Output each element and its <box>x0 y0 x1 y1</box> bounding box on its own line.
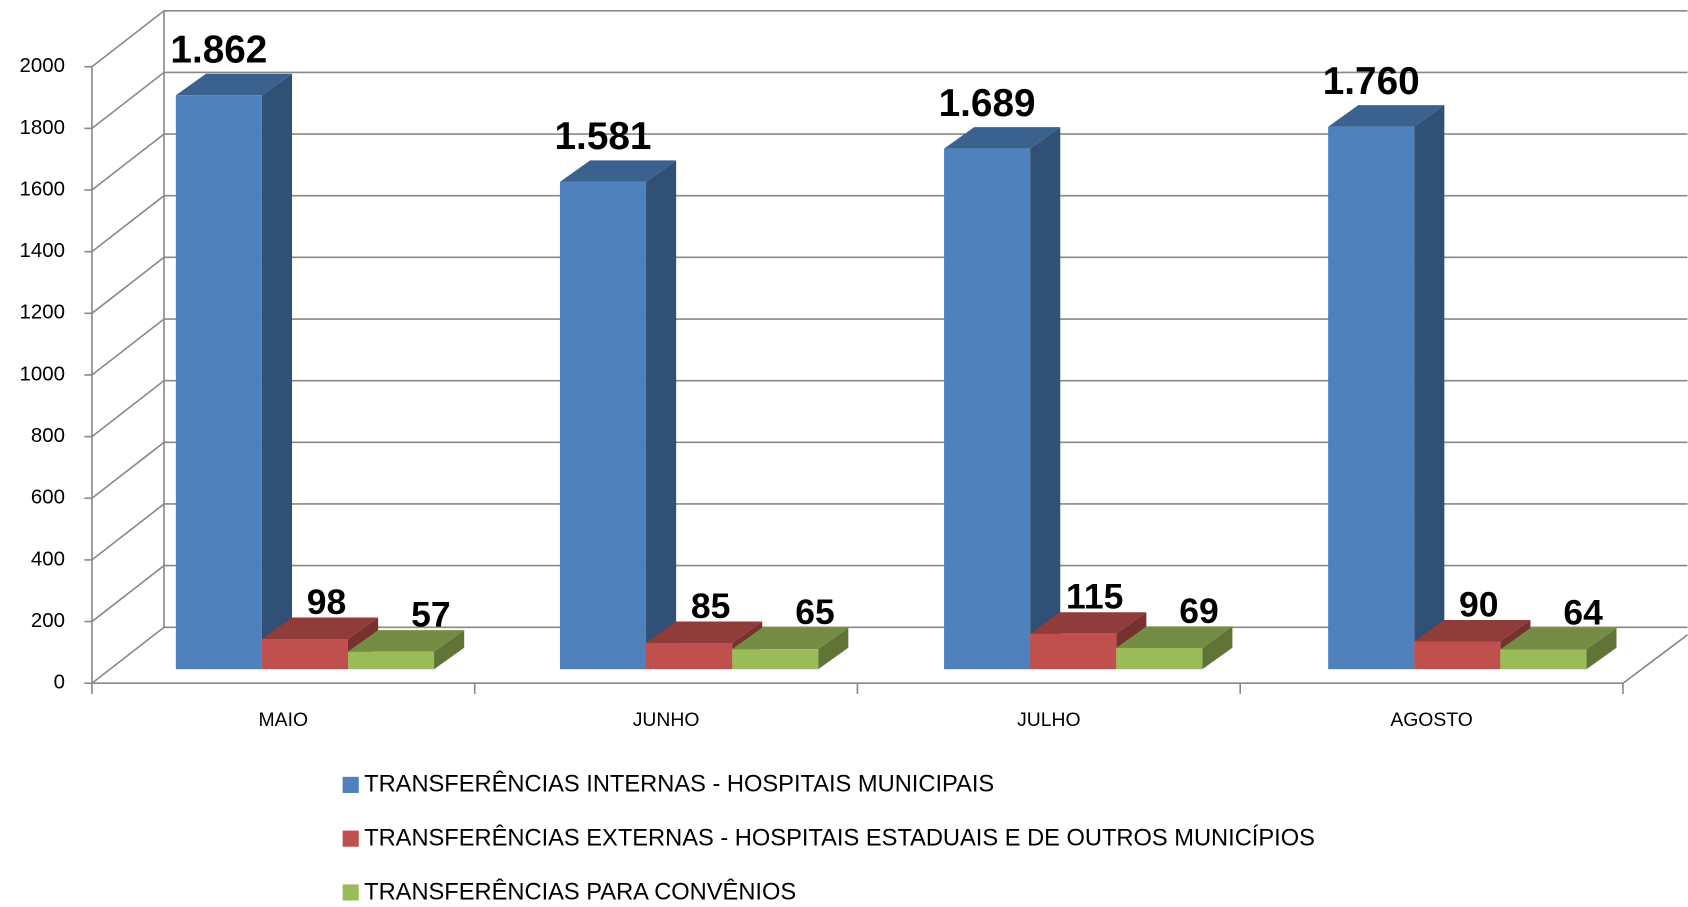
bar-top <box>348 630 465 652</box>
bar <box>348 630 465 670</box>
grid-line <box>91 256 1688 314</box>
bar-top <box>1328 105 1445 127</box>
data-label: 57 <box>411 595 451 635</box>
bar-top <box>559 160 677 182</box>
data-label: 1.689 <box>939 82 1036 125</box>
bar-side <box>1030 127 1061 670</box>
bar-top <box>1414 619 1531 642</box>
bar-top <box>1030 612 1147 634</box>
bar-front <box>559 181 647 670</box>
bar-front <box>1500 649 1587 670</box>
y-tick-label: 400 <box>31 547 65 570</box>
bar-front <box>261 639 349 670</box>
bar-front <box>732 649 819 670</box>
bar-top <box>1500 627 1617 650</box>
bar-top <box>732 627 849 650</box>
bar <box>1414 619 1531 670</box>
bar <box>1500 627 1617 670</box>
floor-right <box>1622 634 1688 684</box>
data-label: 90 <box>1459 584 1499 624</box>
data-label: 1.760 <box>1323 60 1420 103</box>
legend-label: TRANSFERÊNCIAS EXTERNAS - HOSPITAIS ESTA… <box>364 824 1315 851</box>
bar <box>559 160 677 670</box>
y-tick-label: 0 <box>54 671 65 694</box>
bar-top <box>175 73 293 96</box>
bar-top <box>1116 626 1233 648</box>
bar-top <box>646 621 763 644</box>
bar-side <box>261 73 293 670</box>
bar-front <box>944 148 1031 670</box>
bar-side <box>434 630 465 670</box>
data-label: 69 <box>1179 591 1219 631</box>
bar <box>732 627 849 670</box>
bar-front <box>175 95 262 670</box>
grid-line <box>91 503 1688 561</box>
bar <box>944 127 1061 670</box>
x-tick-label: MAIO <box>259 709 308 731</box>
grid-line <box>91 133 1688 191</box>
y-tick-label: 1000 <box>20 362 65 385</box>
grid-line <box>91 379 1688 438</box>
bar-side <box>1202 626 1233 670</box>
legend-label: TRANSFERÊNCIAS PARA CONVÊNIOS <box>364 878 796 905</box>
bar-top <box>944 127 1061 149</box>
y-tick-label: 1800 <box>20 116 65 139</box>
bar <box>1328 105 1445 670</box>
bar-front <box>1328 126 1415 670</box>
data-label: 1.862 <box>170 28 267 71</box>
y-tick-label: 800 <box>31 424 65 447</box>
bar-front <box>1030 633 1117 670</box>
grid-line <box>91 441 1688 499</box>
y-tick-label: 1600 <box>20 177 65 200</box>
legend-swatch <box>342 830 359 847</box>
bar-front <box>1414 641 1501 670</box>
x-tick-label: JUNHO <box>633 709 700 731</box>
bar <box>1116 626 1233 670</box>
bar <box>175 73 293 670</box>
bar-side <box>1414 105 1445 670</box>
y-tick-label: 600 <box>31 486 65 509</box>
legend-label: TRANSFERÊNCIAS INTERNAS - HOSPITAIS MUNI… <box>364 771 994 798</box>
y-tick-label: 1200 <box>20 301 65 324</box>
grid-line <box>91 564 1688 623</box>
bar-side <box>1586 627 1617 670</box>
legend-swatch <box>342 884 359 901</box>
bar-front <box>1116 647 1203 670</box>
bar-side <box>646 160 677 670</box>
y-tick-label: 2000 <box>20 54 65 77</box>
x-tick-label: AGOSTO <box>1390 709 1472 731</box>
data-label: 98 <box>307 582 347 622</box>
bar-side <box>818 627 849 670</box>
data-label: 64 <box>1563 592 1603 632</box>
data-label: 85 <box>691 586 731 626</box>
data-label: 65 <box>795 592 835 632</box>
legend-swatch <box>342 776 359 793</box>
y-tick-label: 1400 <box>20 239 65 262</box>
x-tick-label: JULHO <box>1017 709 1080 731</box>
y-tick-label: 200 <box>31 609 65 632</box>
grid-line <box>91 9 1688 68</box>
data-label: 1.581 <box>555 115 652 158</box>
data-label: 115 <box>1066 577 1123 617</box>
bar-top <box>261 617 379 640</box>
grid-line <box>91 318 1688 376</box>
bar-front <box>348 651 435 670</box>
grid-line <box>91 194 1688 253</box>
grid-line <box>91 71 1688 129</box>
bar-front <box>646 643 733 670</box>
